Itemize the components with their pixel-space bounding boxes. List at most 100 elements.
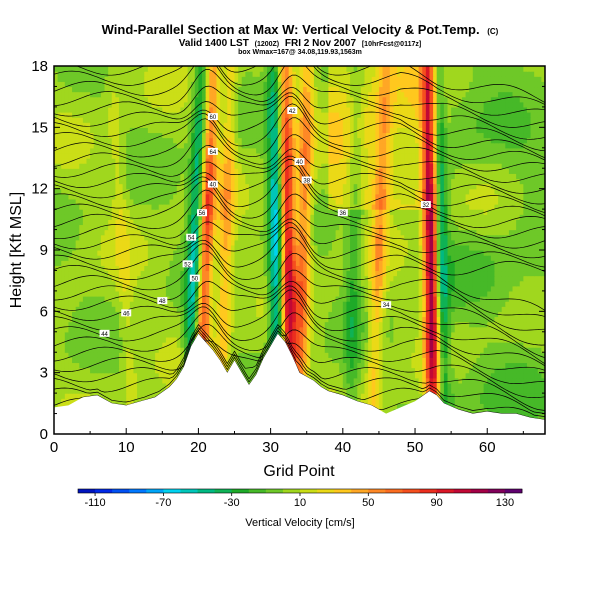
velocity-cell — [526, 290, 532, 297]
velocity-cell — [118, 398, 124, 404]
velocity-cell — [198, 326, 203, 333]
velocity-cell — [234, 316, 239, 323]
velocity-cell — [382, 372, 387, 379]
velocity-cell — [389, 357, 394, 364]
velocity-cell — [194, 331, 200, 338]
velocity-cell — [61, 393, 66, 399]
velocity-cell — [321, 336, 326, 343]
velocity-cell — [339, 255, 344, 261]
velocity-cell — [433, 275, 438, 282]
velocity-cell — [202, 275, 207, 282]
velocity-cell — [447, 352, 452, 358]
velocity-cell — [331, 372, 337, 379]
velocity-cell — [328, 285, 333, 292]
velocity-cell — [353, 372, 358, 379]
velocity-cell — [277, 270, 283, 277]
velocity-cell — [147, 326, 153, 333]
velocity-cell — [147, 352, 153, 358]
velocity-cell — [512, 393, 517, 399]
velocity-cell — [118, 357, 124, 364]
velocity-cell — [97, 260, 102, 266]
velocity-cell — [299, 342, 304, 348]
velocity-cell — [54, 270, 59, 277]
velocity-cell — [469, 321, 474, 328]
velocity-cell — [281, 311, 286, 318]
velocity-cell — [165, 255, 171, 261]
velocity-cell — [54, 393, 59, 399]
velocity-cell — [324, 357, 329, 364]
velocity-cell — [534, 250, 539, 256]
velocity-cell — [285, 331, 290, 338]
velocity-cell — [90, 347, 95, 353]
velocity-cell — [187, 326, 192, 333]
velocity-cell — [54, 296, 59, 302]
velocity-cell — [498, 265, 503, 272]
velocity-cell — [396, 367, 402, 374]
velocity-cell — [411, 260, 416, 266]
velocity-cell — [230, 260, 236, 266]
velocity-cell — [100, 311, 106, 318]
velocity-cell — [508, 255, 514, 261]
velocity-cell — [472, 290, 477, 297]
velocity-cell — [61, 255, 66, 261]
velocity-cell — [357, 377, 362, 384]
velocity-cell — [137, 265, 142, 272]
velocity-cell — [104, 244, 109, 251]
velocity-cell — [151, 326, 156, 333]
velocity-cell — [173, 250, 178, 256]
velocity-cell — [490, 311, 496, 318]
velocity-cell — [313, 367, 319, 374]
velocity-cell — [483, 331, 488, 338]
velocity-cell — [129, 285, 135, 292]
velocity-cell — [57, 403, 62, 410]
velocity-cell — [400, 382, 405, 389]
velocity-cell — [245, 342, 250, 348]
velocity-cell — [263, 342, 268, 348]
velocity-cell — [519, 398, 524, 404]
velocity-cell — [151, 382, 156, 389]
velocity-cell — [115, 275, 120, 282]
velocity-cell — [144, 275, 149, 282]
velocity-cell — [111, 244, 116, 251]
velocity-cell — [147, 306, 153, 312]
velocity-cell — [508, 388, 514, 394]
velocity-cell — [407, 357, 413, 364]
velocity-cell — [72, 311, 77, 318]
velocity-cell — [433, 265, 438, 272]
velocity-cell — [57, 372, 62, 379]
velocity-cell — [487, 285, 492, 292]
velocity-cell — [187, 306, 192, 312]
velocity-cell — [498, 377, 503, 384]
velocity-cell — [422, 367, 427, 374]
velocity-cell — [328, 326, 333, 333]
velocity-cell — [407, 311, 413, 318]
velocity-cell — [335, 326, 340, 333]
velocity-cell — [126, 362, 131, 369]
velocity-cell — [306, 296, 311, 302]
velocity-cell — [277, 331, 283, 338]
velocity-cell — [389, 285, 394, 292]
velocity-cell — [382, 306, 387, 312]
velocity-cell — [90, 367, 95, 374]
velocity-cell — [274, 280, 279, 287]
velocity-cell — [451, 331, 456, 338]
velocity-cell — [108, 270, 113, 277]
velocity-cell — [158, 244, 163, 251]
velocity-cell — [230, 275, 236, 282]
velocity-cell — [512, 382, 517, 389]
velocity-cell — [505, 347, 510, 353]
velocity-cell — [292, 255, 297, 261]
velocity-cell — [346, 377, 351, 384]
velocity-cell — [335, 382, 340, 389]
velocity-cell — [400, 255, 405, 261]
velocity-cell — [176, 280, 181, 287]
velocity-cell — [494, 331, 499, 338]
velocity-cell — [487, 321, 492, 328]
velocity-cell — [353, 275, 358, 282]
velocity-cell — [436, 275, 441, 282]
velocity-cell — [451, 347, 456, 353]
velocity-cell — [216, 290, 221, 297]
velocity-cell — [404, 367, 409, 374]
velocity-cell — [364, 270, 369, 277]
velocity-cell — [256, 296, 261, 302]
